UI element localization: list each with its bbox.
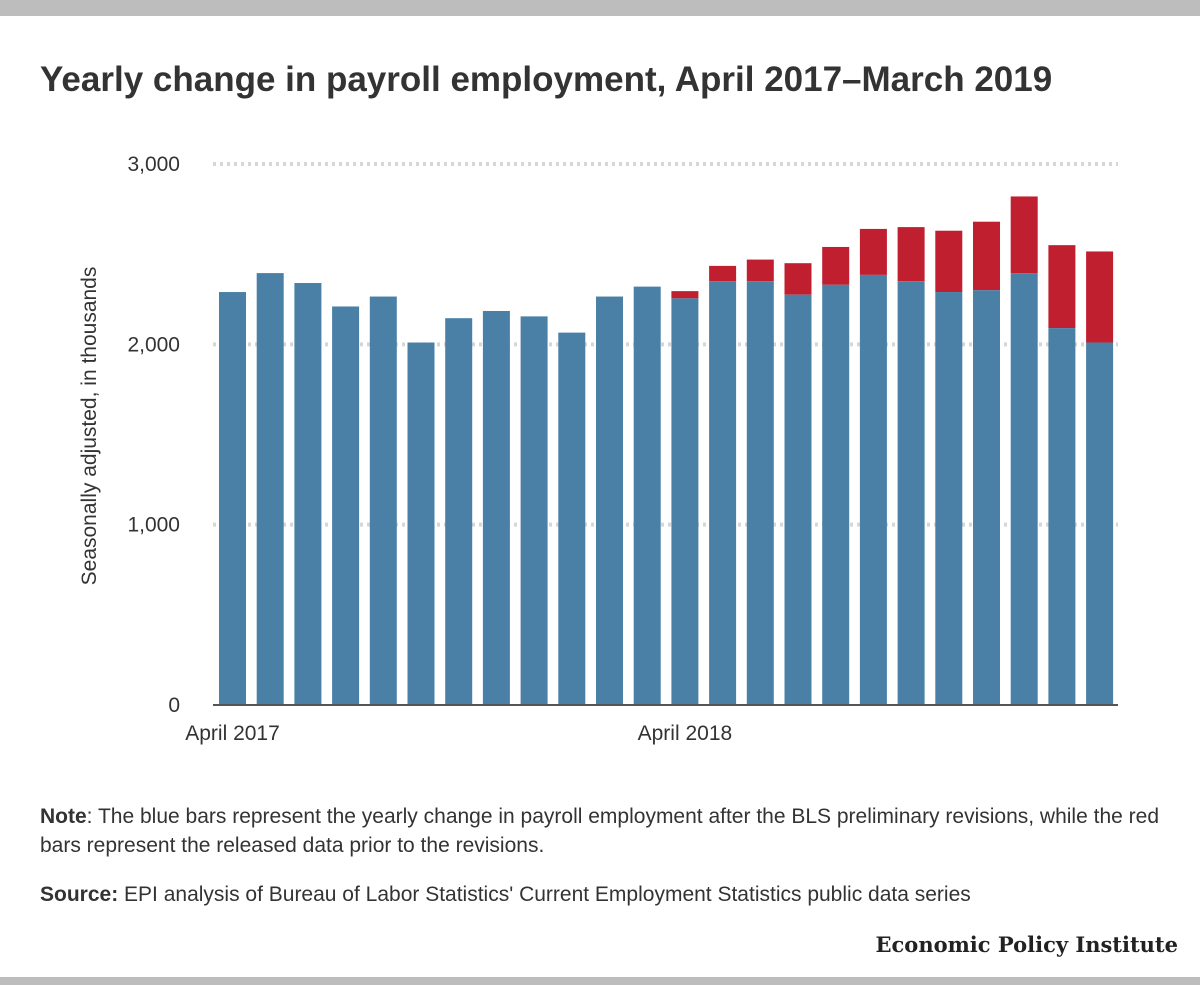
top-border: [0, 0, 1200, 16]
bar-prior-release: [859, 228, 887, 275]
bar-revised: [369, 296, 397, 705]
bar-prior-release: [1010, 196, 1038, 274]
source: Source: EPI analysis of Bureau of Labor …: [40, 880, 1170, 909]
bar-revised: [859, 274, 887, 705]
bar-prior-release: [822, 246, 850, 285]
y-axis-label: Seasonally adjusted, in thousands: [78, 267, 101, 586]
bar-revised: [219, 292, 246, 705]
bar-revised: [445, 318, 473, 705]
bar-prior-release: [709, 265, 737, 282]
bar-prior-release: [973, 221, 1000, 291]
bar-prior-release: [935, 230, 963, 293]
bar-revised: [633, 286, 661, 705]
axes: 0 1,000 2,000 3,000 April 2017 April 2018: [127, 153, 1118, 745]
bar-prior-release: [784, 263, 812, 295]
bar-revised: [709, 281, 737, 705]
bar-revised: [746, 281, 774, 705]
bar-prior-release: [671, 291, 699, 299]
bottom-border: [0, 977, 1200, 985]
bar-revised: [596, 296, 623, 705]
x-tick-label: April 2018: [638, 722, 733, 745]
source-text: EPI analysis of Bureau of Labor Statisti…: [118, 883, 971, 906]
y-tick-label: 2,000: [127, 333, 180, 356]
bar-revised: [935, 292, 963, 705]
bar-prior-release: [1086, 251, 1114, 343]
bars: [219, 196, 1114, 705]
bar-revised: [973, 290, 1000, 705]
bar-revised: [897, 281, 925, 705]
bar-revised: [784, 294, 812, 705]
y-tick-label: 3,000: [127, 153, 180, 176]
chart-title: Yearly change in payroll employment, Apr…: [40, 60, 1053, 99]
note-label: Note: [40, 805, 87, 828]
bar-revised: [822, 284, 850, 705]
y-tick-label: 0: [168, 694, 180, 717]
source-label: Source:: [40, 883, 119, 906]
bar-revised: [256, 273, 284, 705]
bar-revised: [1086, 342, 1114, 705]
bar-revised: [294, 283, 322, 705]
bar-prior-release: [897, 227, 925, 282]
bar-revised: [671, 298, 699, 705]
bar-revised: [520, 316, 548, 705]
x-tick-label: April 2017: [185, 722, 280, 745]
bar-chart: 0 1,000 2,000 3,000 April 2017 April 2018 Sea…: [78, 153, 1118, 745]
bar-revised: [482, 310, 510, 705]
note: Note: The blue bars represent the yearly…: [40, 802, 1160, 860]
publisher-credit: Economic Policy Institute: [875, 932, 1178, 957]
bar-revised: [1048, 328, 1076, 705]
note-text: : The blue bars represent the yearly cha…: [40, 805, 1159, 857]
bar-revised: [1010, 273, 1038, 705]
bar-prior-release: [746, 259, 774, 282]
bar-revised: [558, 332, 586, 705]
y-tick-label: 1,000: [127, 514, 180, 537]
bar-revised: [407, 342, 435, 705]
bar-prior-release: [1048, 245, 1076, 329]
bar-revised: [332, 306, 360, 705]
